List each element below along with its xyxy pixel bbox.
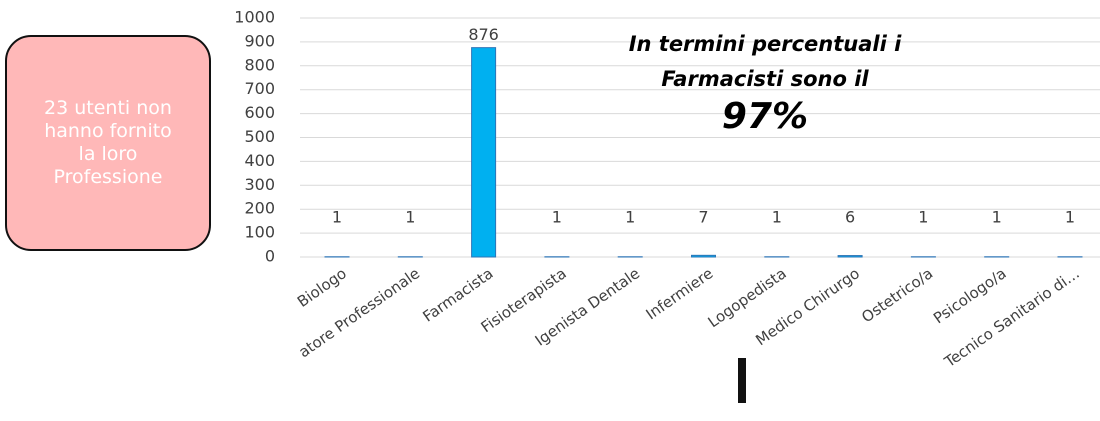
value-label: 1 bbox=[552, 208, 562, 227]
value-label: 876 bbox=[468, 25, 499, 44]
y-tick-label: 300 bbox=[244, 175, 275, 194]
x-tick-label: Ostetrico/a bbox=[858, 264, 936, 326]
annotation: Farmacisti sono il bbox=[661, 67, 869, 91]
y-tick-label: 500 bbox=[244, 127, 275, 146]
value-label: 1 bbox=[405, 208, 415, 227]
value-label: 6 bbox=[845, 208, 855, 227]
x-tick-label: Tecnico Sanitario di… bbox=[940, 264, 1083, 371]
bar bbox=[837, 255, 863, 258]
annotation: In termini percentuali i bbox=[629, 32, 902, 56]
value-label: 1 bbox=[332, 208, 342, 227]
note-box: 23 utenti non hanno fornito la loro Prof… bbox=[5, 35, 211, 251]
x-tick-label: Infermiere bbox=[643, 264, 717, 323]
value-label: 1 bbox=[918, 208, 928, 227]
value-label: 1 bbox=[1065, 208, 1075, 227]
bar bbox=[471, 47, 497, 258]
y-tick-label: 0 bbox=[265, 247, 275, 266]
y-tick-label: 900 bbox=[244, 31, 275, 50]
y-tick-label: 400 bbox=[244, 151, 275, 170]
value-label: 7 bbox=[698, 208, 708, 227]
y-tick-label: 100 bbox=[244, 223, 275, 242]
annotation: 97% bbox=[722, 96, 808, 137]
value-label: 1 bbox=[992, 208, 1002, 227]
y-tick-label: 700 bbox=[244, 79, 275, 98]
y-tick-label: 600 bbox=[244, 103, 275, 122]
y-tick-label: 1000 bbox=[234, 8, 275, 27]
value-label: 1 bbox=[772, 208, 782, 227]
x-tick-label: atore Professionale bbox=[295, 264, 423, 361]
x-tick-label: Biologo bbox=[294, 264, 350, 311]
bar bbox=[691, 254, 716, 258]
y-tick-label: 200 bbox=[244, 199, 275, 218]
cursor-artifact bbox=[738, 358, 746, 403]
y-tick-label: 800 bbox=[244, 55, 275, 74]
value-label: 1 bbox=[625, 208, 635, 227]
